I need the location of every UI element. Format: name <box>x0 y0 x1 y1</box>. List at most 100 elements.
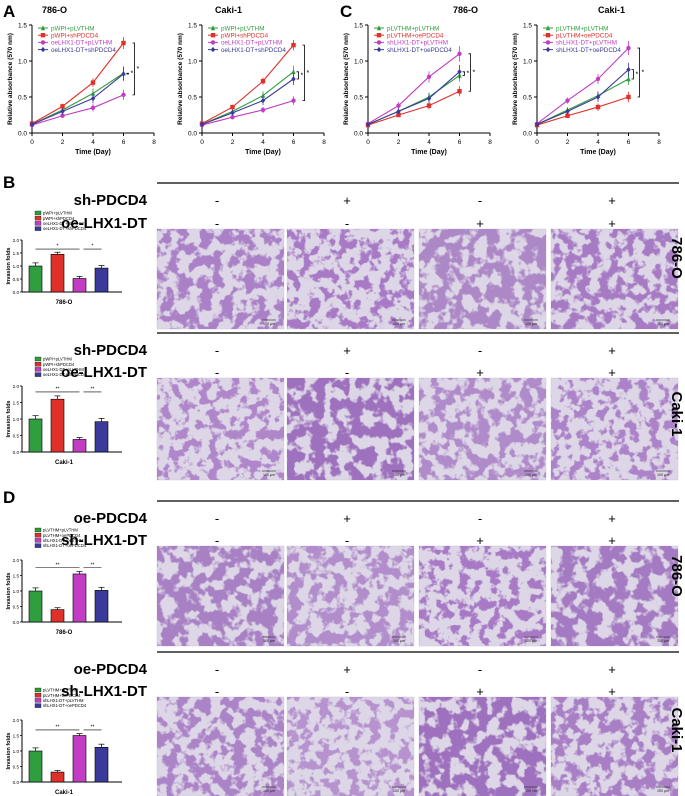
legend-label: pWPI+pLVTHM <box>51 25 94 32</box>
data-point <box>457 51 462 56</box>
panel-label-c: C <box>340 2 352 21</box>
treatment-sign: - <box>478 193 482 208</box>
legend-marker <box>40 46 46 53</box>
significance-label: ** <box>56 724 60 730</box>
bar <box>94 746 109 783</box>
significance-star: * <box>137 66 140 73</box>
line-chart-a1: 0.0 0.5 1.0 1.5 0 2 4 6 8 Time (Day) Relative abso… <box>7 23 156 157</box>
data-point <box>260 78 266 84</box>
data-point <box>426 74 432 80</box>
bar <box>50 771 65 783</box>
treatment-sign: + <box>476 684 484 699</box>
micrograph: 100 μm <box>418 228 547 330</box>
data-point <box>396 103 401 108</box>
significance-label: ** <box>91 386 95 392</box>
significance-star: * <box>642 70 645 77</box>
x-axis-title: Time (Day) <box>245 149 281 156</box>
legend-swatch <box>34 687 42 693</box>
legend-swatch <box>34 221 42 226</box>
x-axis-label: Caki-1 <box>55 460 74 466</box>
legend-marker <box>376 25 382 31</box>
micrograph: 100 μm <box>286 228 415 330</box>
x-tick-label: 0 <box>200 139 204 146</box>
scale-bar-label: 100 μm <box>657 639 669 643</box>
data-point <box>595 76 601 82</box>
data-point <box>426 95 432 102</box>
legend-swatch <box>34 226 42 231</box>
data-point <box>396 112 401 118</box>
x-tick-label: 4 <box>427 139 431 146</box>
series-line <box>31 94 124 126</box>
bar-chart-d1: 0.0 0.5 1.0 1.5 2.0 Invasion folds ** ** 786-O pL… <box>6 528 122 636</box>
line-chart-c2-title: Caki-1 <box>598 5 625 15</box>
treatment-sign: - <box>215 216 219 231</box>
data-point <box>626 66 631 73</box>
y-tick-label: 0.0 <box>523 131 532 138</box>
legend-swatch <box>34 210 42 216</box>
data-point <box>121 92 126 98</box>
legend-marker <box>40 25 46 31</box>
series-line <box>536 96 629 126</box>
cell-line-label-b2: Caki-1 <box>668 391 685 436</box>
bar-chart-b2: 0.0 0.5 1.0 1.5 2.0 Invasion folds ** ** Caki-1 p… <box>6 357 122 466</box>
significance-label: ** <box>91 562 95 568</box>
series-line <box>536 78 629 125</box>
y-tick-label: 1.5 <box>188 23 197 30</box>
legend-label: pLVTHM+pLVTHM <box>556 25 608 32</box>
treatment-sign: - <box>478 343 482 358</box>
panel-label-b: B <box>3 173 15 192</box>
micrograph: 100 μm <box>418 545 547 647</box>
cell-line-label-d2: Caki-1 <box>668 707 685 752</box>
treatment-sign: + <box>608 365 616 380</box>
panel-label-d: D <box>3 488 15 507</box>
series-line <box>31 42 124 125</box>
micrograph: 100 μm <box>286 545 415 647</box>
row-label: sh-PDCD4 <box>74 342 148 359</box>
bar <box>94 421 109 453</box>
y-tick-label: 1.0 <box>13 264 20 269</box>
legend-label: shLHX1-DT+oePDCD4 <box>43 703 87 708</box>
micrograph: 100 μm <box>550 696 679 796</box>
series-line <box>367 74 460 125</box>
cell-line-label-d1: 786-O <box>668 555 685 597</box>
treatment-sign: + <box>608 533 616 548</box>
legend-label: oeLHX1-DT+pLVTHM <box>221 40 282 47</box>
data-point <box>199 121 205 128</box>
y-tick-label: 0.5 <box>188 95 197 102</box>
significance-star: * <box>131 71 134 78</box>
line-chart-a1-title: 786-O <box>42 5 67 15</box>
x-tick-label: 4 <box>261 139 265 146</box>
legend-marker <box>210 25 216 31</box>
legend-swatch <box>34 216 42 221</box>
legend-label: shLHX1-DT+oePDCD4 <box>387 47 452 54</box>
data-point <box>595 94 601 100</box>
bar <box>72 439 87 453</box>
significance-label: ** <box>56 386 60 392</box>
y-tick-label: 0.0 <box>13 450 20 455</box>
legend-swatch <box>34 527 42 533</box>
y-axis-title: Relative absorbance (570 nm) <box>7 33 14 125</box>
y-tick-label: 0.5 <box>13 604 20 609</box>
legend-marker <box>545 33 551 38</box>
stained-cells <box>157 546 284 646</box>
y-tick-label: 0.5 <box>354 95 363 102</box>
data-point <box>121 71 126 77</box>
data-point <box>626 76 631 82</box>
significance-label: * <box>57 244 59 250</box>
line-chart-c1: 0.0 0.5 1.0 1.5 0 2 4 6 8 Time (Day) Relative abso… <box>343 23 492 157</box>
legend-marker <box>545 40 551 45</box>
stained-cells <box>157 378 284 480</box>
scale-bar-label: 100 μm <box>657 789 669 793</box>
micrograph: 100 μm <box>286 377 415 481</box>
x-tick-label: 8 <box>657 139 661 146</box>
data-point <box>260 107 266 113</box>
y-tick-label: 1.0 <box>18 59 27 66</box>
significance-label: ** <box>56 562 60 568</box>
treatment-table-d1: oe-PDCD4 sh-LHX1-DT - - + - - + + +100 μm 100 μm 10… <box>61 500 679 647</box>
data-point <box>230 110 235 116</box>
stained-cells <box>551 229 678 329</box>
significance-label: * <box>92 244 94 250</box>
legend-swatch <box>34 538 42 543</box>
data-point <box>90 90 96 96</box>
x-tick-label: 8 <box>488 139 492 146</box>
